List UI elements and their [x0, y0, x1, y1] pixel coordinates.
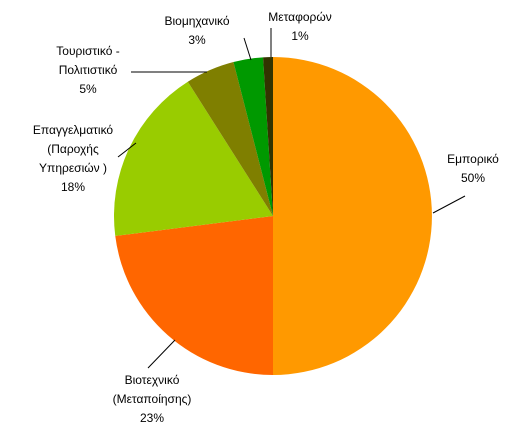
- category-name: Τουριστικό - Πολιτιστικό: [56, 44, 120, 77]
- pie-slice: [115, 216, 274, 375]
- leader-line: [117, 142, 137, 158]
- value-label: 3%: [188, 33, 206, 47]
- pie-slice: [233, 57, 273, 216]
- leader-line: [243, 37, 252, 61]
- value-label: 23%: [139, 411, 165, 425]
- slice-label: Τουριστικό - Πολιτιστικό 5%: [56, 42, 119, 99]
- pie-slice: [263, 57, 273, 216]
- leader-line: [432, 195, 466, 214]
- category-name: Βιομηχανικό: [164, 14, 230, 28]
- value-label: 5%: [79, 82, 97, 96]
- value-label: 1%: [291, 29, 309, 43]
- slice-label: Μεταφορών 1%: [268, 8, 332, 46]
- slice-label: Βιομηχανικό 3%: [164, 12, 229, 50]
- pie-slice: [114, 81, 274, 236]
- slice-label: Επαγγελματικό (Παροχής Υπηρεσιών ) 18%: [33, 121, 113, 197]
- category-name: Βιοτεχνικό (Μεταποίησης): [112, 373, 192, 406]
- pie-slice: [273, 57, 432, 375]
- value-label: 18%: [60, 180, 86, 194]
- value-label: 50%: [460, 171, 486, 185]
- pie-slice: [187, 61, 273, 217]
- leader-line: [147, 339, 176, 369]
- category-name: Μεταφορών: [268, 10, 332, 24]
- category-name: Επαγγελματικό (Παροχής Υπηρεσιών ): [32, 123, 114, 175]
- slice-label: Εμπορικό 50%: [447, 150, 499, 188]
- slice-label: Βιοτεχνικό (Μεταποίησης) 23%: [113, 371, 192, 426]
- category-name: Εμπορικό: [447, 152, 499, 166]
